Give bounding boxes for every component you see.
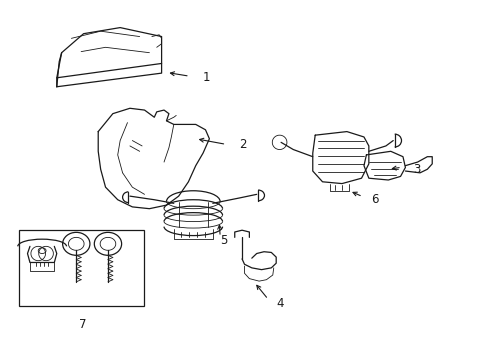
Text: 3: 3 bbox=[412, 163, 419, 176]
Text: 7: 7 bbox=[79, 318, 86, 331]
Text: 6: 6 bbox=[370, 193, 378, 206]
Text: 1: 1 bbox=[203, 71, 210, 84]
Text: 4: 4 bbox=[276, 297, 283, 310]
Text: 2: 2 bbox=[239, 138, 246, 151]
Bar bbox=[19, 230, 143, 306]
Text: 5: 5 bbox=[220, 234, 227, 247]
